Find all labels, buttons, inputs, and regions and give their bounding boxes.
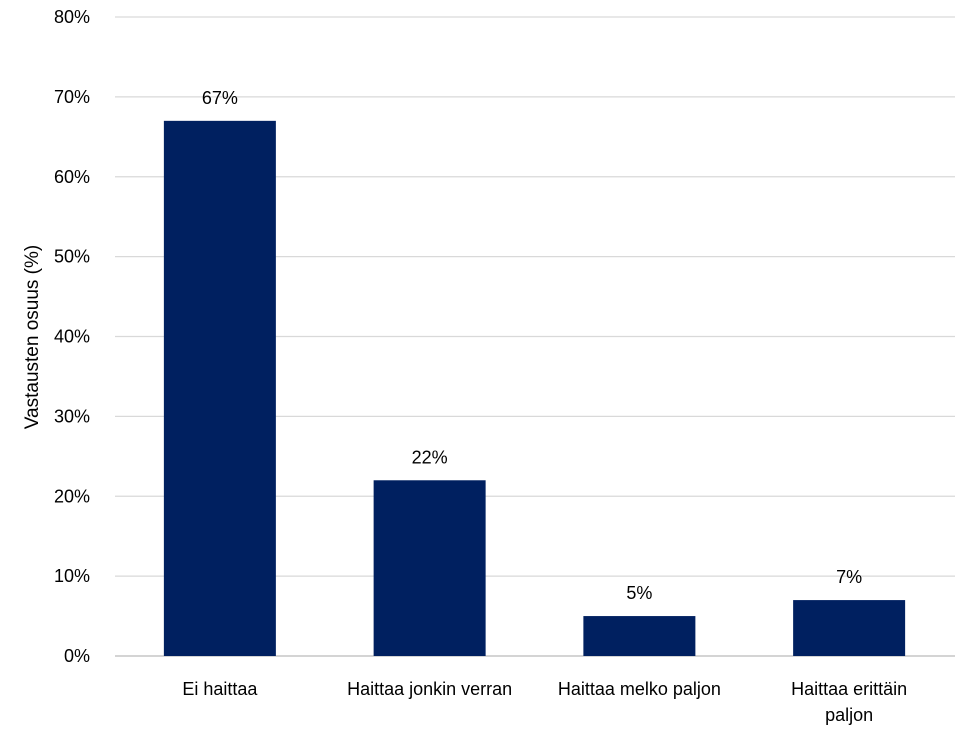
category-label: Haittaa jonkin verran bbox=[347, 679, 512, 699]
category-label: Ei haittaa bbox=[182, 679, 258, 699]
category-label: paljon bbox=[825, 705, 873, 725]
data-label: 22% bbox=[412, 447, 448, 467]
bar bbox=[373, 480, 486, 656]
bar bbox=[583, 616, 696, 656]
data-label: 7% bbox=[836, 567, 862, 587]
y-tick-label: 10% bbox=[54, 566, 90, 586]
x-axis-categories: Ei haittaa Haittaa jonkin verran Haittaa m… bbox=[182, 679, 907, 725]
data-label: 67% bbox=[202, 88, 238, 108]
y-axis-title: Vastausten osuus (%) bbox=[22, 245, 43, 429]
bar bbox=[793, 600, 906, 656]
y-tick-label: 20% bbox=[54, 486, 90, 506]
category-label: Haittaa erittäin bbox=[791, 679, 907, 699]
y-tick-label: 40% bbox=[54, 327, 90, 347]
y-tick-label: 70% bbox=[54, 87, 90, 107]
bar bbox=[163, 120, 276, 656]
bars bbox=[163, 120, 906, 656]
y-tick-label: 50% bbox=[54, 247, 90, 267]
y-tick-label: 0% bbox=[64, 646, 90, 666]
y-tick-label: 30% bbox=[54, 406, 90, 426]
category-label: Haittaa melko paljon bbox=[558, 679, 721, 699]
y-tick-label: 80% bbox=[54, 7, 90, 27]
y-tick-label: 60% bbox=[54, 167, 90, 187]
data-labels: 67% 22% 5% 7% bbox=[202, 88, 862, 603]
data-label: 5% bbox=[626, 583, 652, 603]
y-axis-ticks: 0% 10% 20% 30% 40% 50% 60% 70% 80% bbox=[54, 7, 90, 666]
